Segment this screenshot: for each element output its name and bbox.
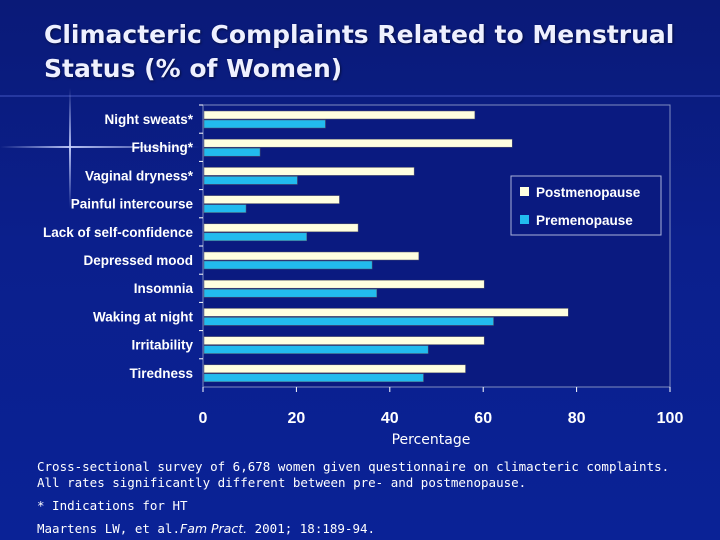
citation: Maartens LW, et al.Fam Pract. 2001; 18:1…: [37, 521, 375, 537]
decorative-band: [0, 95, 720, 97]
category-label-night-sweats: Night sweats*: [104, 112, 193, 127]
bar-premenopause-vaginal-dryness: [203, 176, 298, 185]
category-label-tiredness: Tiredness: [129, 366, 193, 381]
legend-label-premenopause: Premenopause: [536, 213, 633, 228]
citation-details: 2001; 18:189-94.: [254, 521, 376, 536]
survey-note-line1: Cross-sectional survey of 6,678 women gi…: [37, 459, 670, 474]
category-label-insomnia: Insomnia: [134, 281, 194, 296]
bar-premenopause-depressed-mood: [203, 260, 373, 270]
bar-premenopause-tiredness: [203, 373, 424, 383]
category-label-waking-at-night: Waking at night: [93, 309, 193, 324]
legend-label-postmenopause: Postmenopause: [536, 185, 641, 200]
bar-premenopause-lack-of-self-confidence: [203, 232, 307, 242]
legend-box: [510, 175, 662, 236]
x-tick-label-40: 40: [381, 410, 399, 427]
bar-premenopause-irritability: [203, 345, 429, 354]
x-tick-label-80: 80: [568, 410, 586, 427]
slide-title: Climacteric Complaints Related to Menstr…: [44, 20, 675, 83]
legend-swatch-premenopause: [520, 215, 529, 224]
bar-premenopause-painful-intercourse: [203, 204, 247, 213]
bar-postmenopause-lack-of-self-confidence: [203, 223, 359, 233]
survey-note-line2: All rates significantly different betwee…: [37, 475, 527, 490]
bar-postmenopause-flushing: [203, 138, 513, 148]
category-label-flushing: Flushing*: [132, 140, 194, 155]
legend: Postmenopause Premenopause: [510, 175, 662, 236]
sparkle-vertical: [69, 88, 71, 208]
citation-journal: Fam Pract.: [180, 521, 248, 536]
legend-swatch-postmenopause: [520, 187, 529, 196]
sparkle-horizontal: [0, 146, 200, 148]
x-tick-label-100: 100: [657, 410, 684, 427]
bar-postmenopause-waking-at-night: [203, 308, 569, 317]
category-label-painful-intercourse: Painful intercourse: [71, 197, 194, 212]
ht-indication-note: * Indications for HT: [37, 498, 188, 513]
bar-postmenopause-irritability: [203, 336, 485, 345]
citation-authors: Maartens LW, et al.: [37, 521, 180, 536]
x-tick-label-60: 60: [474, 410, 492, 427]
bar-premenopause-insomnia: [203, 288, 378, 298]
bar-postmenopause-insomnia: [203, 279, 485, 289]
category-label-depressed-mood: Depressed mood: [83, 253, 193, 268]
bar-postmenopause-night-sweats: [203, 110, 476, 120]
category-label-irritability: Irritability: [131, 338, 193, 353]
category-label-vaginal-dryness: Vaginal dryness*: [85, 168, 194, 183]
x-tick-label-20: 20: [288, 410, 306, 427]
bar-postmenopause-tiredness: [203, 364, 466, 374]
bar-premenopause-night-sweats: [203, 119, 326, 129]
bar-premenopause-waking-at-night: [203, 317, 494, 326]
bar-premenopause-flushing: [203, 147, 261, 157]
category-label-lack-of-self-confidence: Lack of self-confidence: [43, 225, 194, 240]
bar-postmenopause-depressed-mood: [203, 251, 420, 261]
bar-postmenopause-painful-intercourse: [203, 195, 340, 204]
bar-postmenopause-vaginal-dryness: [203, 167, 415, 176]
x-tick-label-0: 0: [199, 410, 208, 427]
x-axis-label: Percentage: [392, 432, 471, 448]
